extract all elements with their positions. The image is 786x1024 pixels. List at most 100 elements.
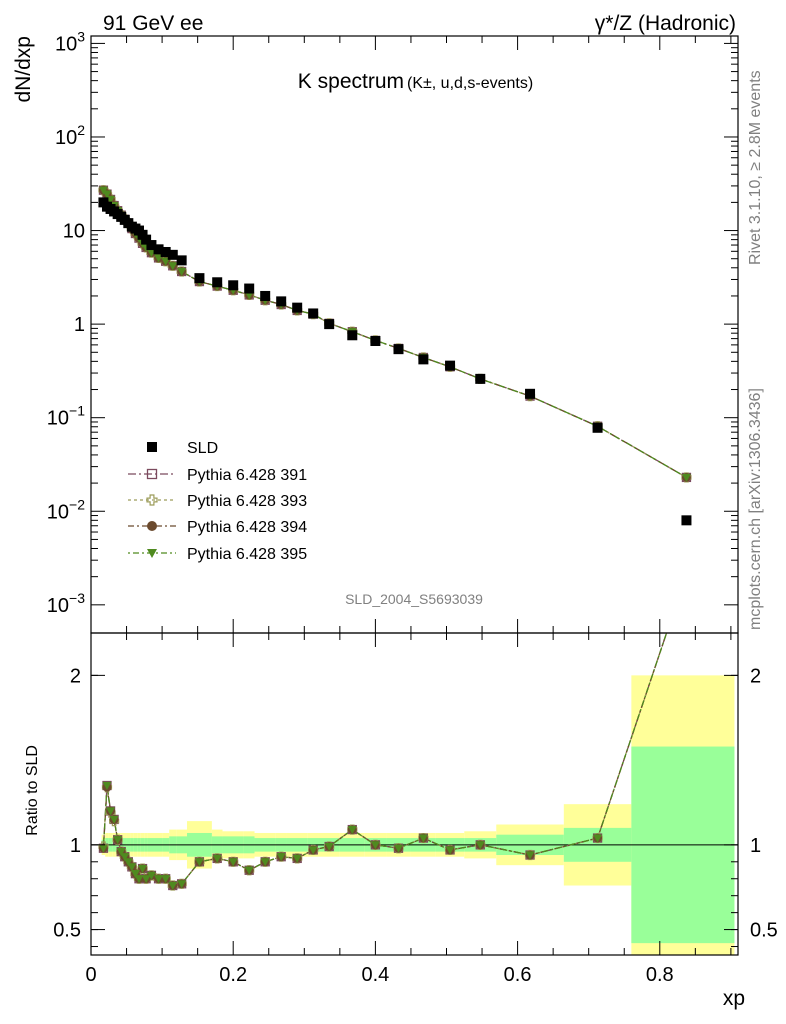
ratio-marker <box>370 841 380 850</box>
ratio-marker <box>228 858 238 867</box>
data-point <box>276 296 287 307</box>
x-tick-label: 0.2 <box>219 964 247 986</box>
ratio-marker <box>525 851 535 860</box>
ratio-marker <box>324 842 334 852</box>
data-point <box>146 240 157 251</box>
ratio-marker <box>475 841 485 850</box>
legend-marker <box>147 549 157 558</box>
mcplots-label: mcplots.cern.ch [arXiv:1306.3436] <box>747 388 764 630</box>
ratio-marker <box>98 844 108 853</box>
analysis-id: SLD_2004_S5693039 <box>345 591 483 607</box>
mc-lines <box>102 189 687 478</box>
x-tick-label: 0.6 <box>504 964 532 986</box>
ratio-marker <box>116 848 126 857</box>
mc-marker <box>177 267 187 277</box>
y-tick-label: 10−1 <box>47 403 85 430</box>
legend-label: Pythia 6.428 391 <box>187 467 307 484</box>
ratio-marker <box>244 866 254 875</box>
ratio-marker <box>445 846 455 855</box>
y-tick-label: 1 <box>74 314 85 336</box>
ratio-marker <box>308 846 318 855</box>
x-tick-label: 0.4 <box>361 964 389 986</box>
legend-marker <box>146 468 158 480</box>
data-point <box>324 319 335 330</box>
ratio-marker <box>276 853 286 862</box>
axes: 10−3 10−2 10−1 1 10 102 103 0.5 0.5 1 1 2 2 0 0.2 0.4 0.… <box>47 28 778 986</box>
main-frame <box>90 35 739 634</box>
y-tick-label: 103 <box>55 28 85 55</box>
y-tick-label: 102 <box>55 122 85 149</box>
data-point <box>393 344 404 355</box>
data-point <box>153 244 164 255</box>
header-left: 91 GeV ee <box>103 12 203 35</box>
y-tick-label: 10−3 <box>47 590 85 617</box>
legend-label: Pythia 6.428 395 <box>187 546 307 563</box>
mc-marker <box>102 190 112 199</box>
rivet-label: Rivet 3.1.10, ≥ 2.8M events <box>747 70 764 265</box>
ratio-tick-label-right: 2 <box>750 665 761 687</box>
data-point <box>347 330 358 341</box>
uncertainty-bands <box>91 675 738 955</box>
ratio-marker <box>109 815 119 824</box>
ratio-marker <box>113 836 123 845</box>
plot-subtitle: (K±, u,d,s-events) <box>407 75 533 92</box>
ratio-marker <box>194 858 204 867</box>
legend-marker <box>147 442 157 452</box>
data-point <box>260 290 271 301</box>
ratio-marker <box>123 858 133 867</box>
data-point <box>244 283 255 294</box>
data-point <box>160 246 171 257</box>
ratio-marker <box>177 880 187 889</box>
ratio-tick-label: 1 <box>70 835 81 857</box>
ratio-marker <box>146 871 156 880</box>
legend-marker <box>147 521 157 531</box>
ratio-marker <box>292 854 302 863</box>
data-point <box>525 388 536 399</box>
x-tick-label: 0 <box>85 964 96 986</box>
legend: SLD Pythia 6.428 391 Pythia 6.428 393 Pythi… <box>128 440 307 563</box>
data-point <box>194 273 205 284</box>
mc-line-2 <box>102 189 687 478</box>
data-point <box>681 515 692 526</box>
ratio-marker <box>120 853 130 862</box>
ratio-marker <box>168 881 178 891</box>
data-point <box>418 354 429 365</box>
ratio-tick-label: 2 <box>70 665 81 687</box>
y-axis-label-main: dN/dxp <box>12 36 35 103</box>
ratio-tick-label-right: 1 <box>750 835 761 857</box>
y-axis-label-ratio: Ratio to SLD <box>24 745 41 836</box>
data-point <box>445 360 456 371</box>
data-markers <box>98 185 692 891</box>
y-tick-label: 10 <box>63 221 85 243</box>
ratio-marker <box>161 875 171 884</box>
ratio-marker <box>394 844 404 853</box>
mc-line-1 <box>102 189 687 478</box>
ratio-tick-label: 0.5 <box>53 920 81 942</box>
ratio-marker <box>418 834 428 843</box>
x-tick-label: 0.8 <box>646 964 674 986</box>
ratio-marker <box>141 875 151 884</box>
ratio-marker <box>134 875 144 884</box>
ratio-markers <box>98 780 603 891</box>
data-point <box>475 373 486 384</box>
data-point <box>167 249 178 260</box>
y-tick-label: 10−2 <box>47 496 85 523</box>
data-point <box>228 280 239 291</box>
ratio-marker <box>154 875 164 884</box>
ratio-marker <box>593 834 603 843</box>
data-point <box>292 302 303 313</box>
data-point <box>176 255 187 266</box>
mc-marker <box>681 473 691 482</box>
mc-line-4 <box>102 189 687 478</box>
ratio-marker <box>106 807 116 816</box>
mc-marker <box>168 262 178 271</box>
legend-marker <box>146 494 158 506</box>
ratio-marker <box>102 781 112 791</box>
data-point <box>141 234 152 245</box>
ratio-tick-label-right: 0.5 <box>750 920 778 942</box>
legend-label: Pythia 6.428 394 <box>187 519 307 536</box>
ratio-marker <box>212 854 222 863</box>
x-axis-label: xp <box>723 987 745 1010</box>
plot-title: K spectrum <box>298 70 404 93</box>
